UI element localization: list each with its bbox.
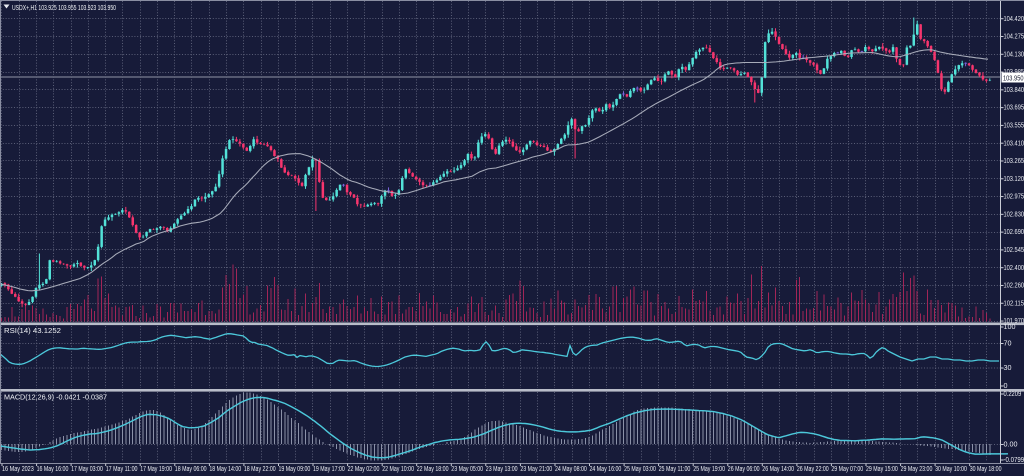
svg-text:102.690: 102.690 [1004, 227, 1024, 236]
svg-text:102.400: 102.400 [1004, 263, 1024, 272]
svg-text:19 May 09:00: 19 May 09:00 [279, 466, 311, 473]
svg-text:-0.0799: -0.0799 [1004, 455, 1024, 464]
svg-text:104.420: 104.420 [1004, 14, 1024, 23]
svg-text:25 May 11:00: 25 May 11:00 [659, 466, 691, 473]
svg-text:17 May 19:00: 17 May 19:00 [140, 466, 172, 473]
svg-text:22 May 10:00: 22 May 10:00 [382, 466, 414, 473]
svg-text:103.410: 103.410 [1004, 138, 1024, 147]
svg-text:22 May 18:00: 22 May 18:00 [417, 466, 449, 473]
svg-text:17 May 03:00: 17 May 03:00 [71, 466, 103, 473]
svg-text:0.00: 0.00 [1004, 440, 1018, 449]
svg-text:MACD(12,26,9) -0.0421 -0.0387: MACD(12,26,9) -0.0421 -0.0387 [4, 395, 107, 402]
svg-text:101.970: 101.970 [1004, 316, 1024, 325]
svg-text:26 May 22:00: 26 May 22:00 [797, 466, 829, 473]
svg-text:103.555: 103.555 [1004, 121, 1024, 130]
svg-text:18 May 22:00: 18 May 22:00 [244, 466, 276, 473]
svg-text:29 May 07:00: 29 May 07:00 [831, 466, 863, 473]
svg-text:23 May 13:00: 23 May 13:00 [486, 466, 518, 473]
svg-text:25 May 19:00: 25 May 19:00 [693, 466, 725, 473]
svg-text:29 May 23:00: 29 May 23:00 [901, 466, 933, 473]
svg-text:22 May 02:00: 22 May 02:00 [348, 466, 380, 473]
svg-text:0: 0 [1004, 381, 1008, 390]
svg-text:103.265: 103.265 [1004, 156, 1024, 165]
svg-text:23 May 05:00: 23 May 05:00 [451, 466, 483, 473]
svg-text:103.985: 103.985 [1004, 67, 1024, 76]
svg-text:30 May 18:00: 30 May 18:00 [970, 466, 1002, 473]
svg-text:103.840: 103.840 [1004, 85, 1024, 94]
svg-text:USDX+,H1 103.925 103.955 103.9: USDX+,H1 103.925 103.955 103.923 103.950 [12, 5, 116, 12]
svg-text:30: 30 [1004, 363, 1012, 372]
svg-text:18 May 14:00: 18 May 14:00 [209, 466, 241, 473]
svg-text:24 May 16:00: 24 May 16:00 [590, 466, 622, 473]
svg-text:103.950: 103.950 [1003, 73, 1024, 82]
svg-text:103.120: 103.120 [1004, 174, 1024, 183]
svg-text:19 May 17:00: 19 May 17:00 [313, 466, 345, 473]
svg-text:104.275: 104.275 [1004, 32, 1024, 41]
svg-text:30 May 10:00: 30 May 10:00 [935, 466, 967, 473]
svg-text:26 May 14:00: 26 May 14:00 [762, 466, 794, 473]
svg-text:16 May 2023: 16 May 2023 [2, 466, 34, 473]
svg-text:102.975: 102.975 [1004, 192, 1024, 201]
svg-text:0.2209: 0.2209 [1004, 389, 1022, 398]
svg-text:23 May 21:00: 23 May 21:00 [520, 466, 552, 473]
svg-text:24 May 08:00: 24 May 08:00 [555, 466, 587, 473]
svg-text:102.545: 102.545 [1004, 245, 1024, 254]
svg-text:70: 70 [1004, 339, 1012, 348]
svg-text:104.130: 104.130 [1004, 49, 1024, 58]
svg-text:102.115: 102.115 [1004, 298, 1024, 307]
svg-text:16 May 16:00: 16 May 16:00 [37, 466, 69, 473]
svg-text:25 May 03:00: 25 May 03:00 [624, 466, 656, 473]
svg-text:17 May 11:00: 17 May 11:00 [106, 466, 138, 473]
svg-text:102.260: 102.260 [1004, 281, 1024, 290]
svg-text:26 May 06:00: 26 May 06:00 [728, 466, 760, 473]
svg-text:100: 100 [1004, 322, 1016, 331]
svg-text:RSI(14) 43.1252: RSI(14) 43.1252 [4, 328, 61, 335]
svg-text:102.830: 102.830 [1004, 209, 1024, 218]
svg-text:29 May 15:00: 29 May 15:00 [866, 466, 898, 473]
svg-text:18 May 06:00: 18 May 06:00 [175, 466, 207, 473]
svg-text:103.695: 103.695 [1004, 103, 1024, 112]
